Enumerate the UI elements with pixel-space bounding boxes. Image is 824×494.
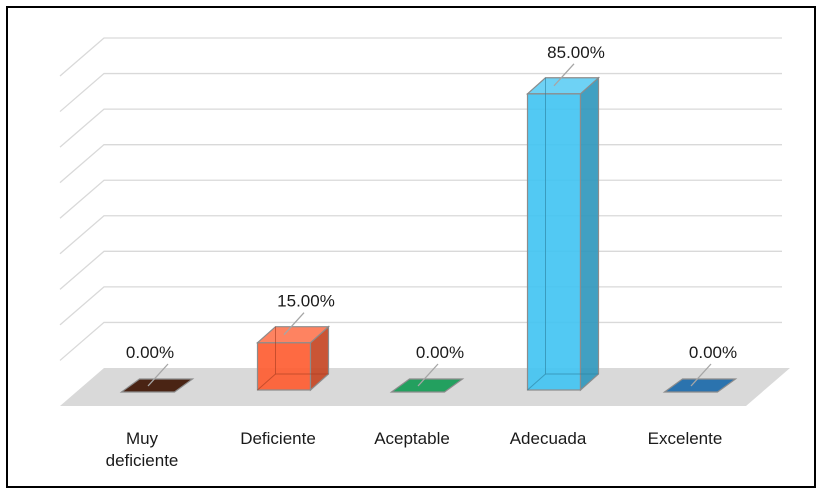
bar-inner-edge [527, 373, 546, 391]
data-label: 85.00% [547, 43, 605, 62]
data-label: 0.00% [689, 343, 737, 362]
category-label: Muy deficiente [106, 429, 179, 470]
bar-1 [119, 378, 195, 393]
bar-5 [662, 378, 738, 393]
category-label: Adecuada [510, 429, 587, 448]
bar-flat [389, 378, 465, 393]
leader-line [690, 363, 712, 387]
gridline [59, 144, 782, 184]
category-label: Deficiente [240, 429, 316, 448]
bar-3 [389, 378, 465, 393]
data-label: 0.00% [416, 343, 464, 362]
gridline [59, 286, 782, 326]
gridline [59, 179, 782, 219]
bar-flat [119, 378, 195, 393]
bar-4 [525, 76, 601, 392]
gridline [59, 215, 782, 255]
gridline [59, 72, 782, 113]
leader-line [417, 363, 439, 387]
bar-front [526, 93, 582, 391]
leader-line [553, 63, 575, 87]
data-labels: 0.00% 15.00% 0.00% 85.00% 0.00% [126, 43, 737, 362]
bar-2 [255, 325, 331, 392]
leader-line [283, 312, 305, 336]
bar-chart-3d: 0.00% 15.00% 0.00% 85.00% 0.00% Muy deficient… [59, 37, 790, 470]
label-leaders [147, 63, 712, 387]
gridline [59, 108, 782, 148]
gridline [59, 37, 782, 77]
gridline [59, 250, 782, 290]
data-label: 0.00% [126, 343, 174, 362]
gridlines [59, 37, 782, 361]
data-label: 15.00% [277, 292, 335, 311]
bars [119, 76, 738, 393]
category-label: Aceptable [374, 429, 450, 448]
chart-frame: 0.00% 15.00% 0.00% 85.00% 0.00% Muy deficient… [6, 6, 816, 488]
bar-flat [662, 378, 738, 393]
category-labels: Muy deficiente Deficiente Aceptable Adecuada… [106, 429, 723, 470]
bar-side [579, 76, 600, 392]
leader-line [147, 363, 169, 387]
category-label: Excelente [648, 429, 723, 448]
bar-inner-edge [257, 373, 276, 391]
